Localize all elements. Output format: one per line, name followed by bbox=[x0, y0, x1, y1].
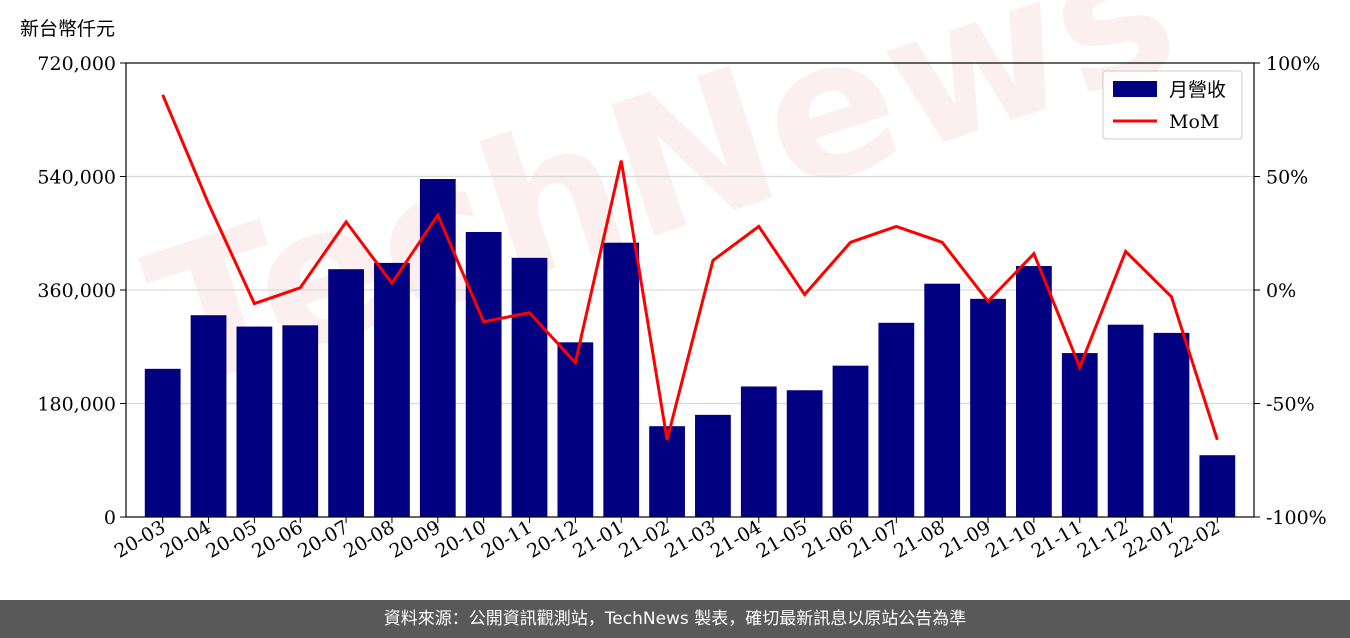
bar bbox=[144, 368, 181, 517]
revenue-chart: TechNews 0180,000360,000540,000720,000-1… bbox=[37, 0, 1327, 563]
bar bbox=[786, 390, 823, 517]
x-tick-label: 20-06 bbox=[248, 516, 306, 562]
x-tick-label: 21-03 bbox=[661, 516, 719, 562]
x-tick-label: 21-08 bbox=[890, 516, 948, 562]
bar bbox=[649, 426, 685, 517]
bar bbox=[1199, 455, 1236, 517]
y-left-tick-label: 720,000 bbox=[37, 53, 116, 75]
bar bbox=[465, 231, 502, 517]
bar bbox=[740, 386, 777, 517]
x-tick-label: 21-11 bbox=[1028, 516, 1086, 562]
x-tick-label: 21-10 bbox=[982, 516, 1040, 562]
bar bbox=[924, 283, 961, 517]
bar bbox=[878, 322, 915, 517]
legend: 月營收 MoM bbox=[1102, 70, 1243, 140]
x-tick-label: 20-10 bbox=[432, 516, 490, 562]
x-tick-label: 20-09 bbox=[386, 516, 444, 562]
mom-line bbox=[161, 94, 1219, 441]
x-tick-label: 21-01 bbox=[569, 516, 627, 562]
x-tick-label: 20-08 bbox=[340, 516, 398, 562]
y-right-tick-label: -50% bbox=[1266, 394, 1315, 416]
bar bbox=[1153, 332, 1190, 517]
x-tick-label: 21-05 bbox=[753, 516, 811, 562]
x-tick-label: 21-09 bbox=[936, 516, 994, 562]
y-right-tick-label: 50% bbox=[1266, 167, 1308, 189]
bar bbox=[1107, 324, 1144, 517]
x-tick-label: 22-01 bbox=[1120, 516, 1178, 562]
bar bbox=[695, 414, 731, 517]
y-left-tick-label: 180,000 bbox=[37, 394, 116, 416]
legend-swatch-bar bbox=[1113, 81, 1157, 97]
bar bbox=[419, 179, 456, 517]
x-tick-label: 21-06 bbox=[799, 516, 857, 562]
bar bbox=[1016, 266, 1052, 517]
x-tick-label: 20-03 bbox=[111, 516, 169, 562]
bar bbox=[557, 342, 594, 517]
x-tick-label: 22-02 bbox=[1165, 516, 1223, 562]
plot-frame bbox=[125, 62, 1255, 518]
x-tick-label: 21-12 bbox=[1074, 516, 1132, 562]
bar bbox=[236, 326, 273, 517]
x-tick-label: 20-12 bbox=[523, 516, 581, 562]
bar bbox=[1061, 353, 1098, 517]
source-footer: 資料來源：公開資訊觀測站，TechNews 製表，確切最新訊息以原站公告為準 bbox=[0, 600, 1350, 638]
bar bbox=[190, 315, 227, 517]
legend-label-mom: MoM bbox=[1169, 111, 1219, 133]
bar bbox=[328, 269, 364, 517]
y-axis-unit-label: 新台幣仟元 bbox=[20, 18, 116, 40]
bar bbox=[603, 242, 640, 518]
bar bbox=[374, 262, 410, 517]
y-left-tick-label: 540,000 bbox=[37, 167, 116, 189]
x-tick-label: 20-07 bbox=[294, 516, 352, 562]
y-right-tick-label: 0% bbox=[1266, 280, 1296, 302]
y-left-tick-label: 0 bbox=[104, 507, 116, 529]
y-left-tick-label: 360,000 bbox=[37, 280, 116, 302]
bar bbox=[970, 298, 1006, 517]
x-tick-label: 21-04 bbox=[707, 516, 765, 562]
x-tick-label: 20-05 bbox=[202, 516, 260, 562]
x-tick-label: 20-04 bbox=[157, 516, 215, 562]
y-right-tick-label: 100% bbox=[1266, 53, 1320, 75]
legend-label-revenue: 月營收 bbox=[1169, 79, 1226, 101]
x-tick-label: 21-02 bbox=[615, 516, 673, 562]
y-right-tick-label: -100% bbox=[1266, 507, 1327, 529]
x-tick-label: 20-11 bbox=[478, 516, 536, 562]
bar bbox=[511, 257, 548, 517]
bar bbox=[832, 365, 869, 517]
x-tick-label: 21-07 bbox=[844, 516, 902, 562]
bar bbox=[282, 325, 319, 517]
